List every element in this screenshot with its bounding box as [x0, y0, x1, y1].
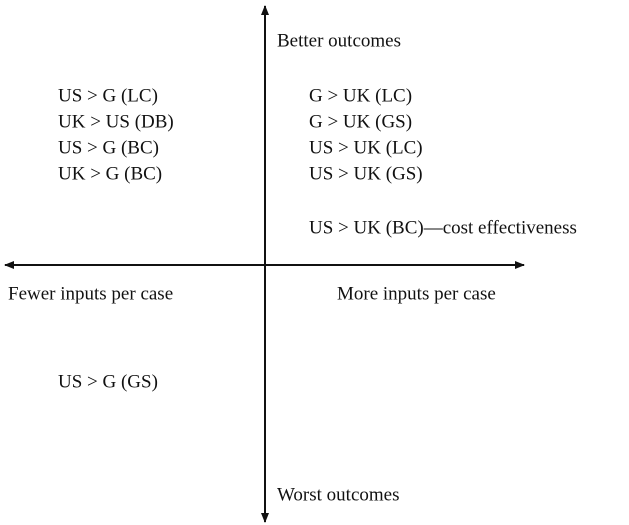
comparison: US > G (LC): [58, 85, 158, 106]
comparison: US > UK (GS): [309, 163, 423, 184]
comparison: UK > G (BC): [58, 163, 162, 184]
comparison: US > G (BC): [58, 137, 159, 158]
comparison: US > UK (LC): [309, 137, 423, 158]
axis-label: Better outcomes: [277, 30, 401, 51]
comparison: G > UK (LC): [309, 85, 412, 106]
comparison: US > G (GS): [58, 371, 158, 392]
axis-label: Worst outcomes: [277, 484, 399, 505]
comparison: UK > US (DB): [58, 111, 174, 132]
comparison: G > UK (GS): [309, 111, 412, 132]
comparison: US > UK (BC)—cost effectiveness: [309, 217, 577, 238]
axis-label: Fewer inputs per case: [8, 283, 173, 304]
axis-label: More inputs per case: [337, 283, 496, 304]
